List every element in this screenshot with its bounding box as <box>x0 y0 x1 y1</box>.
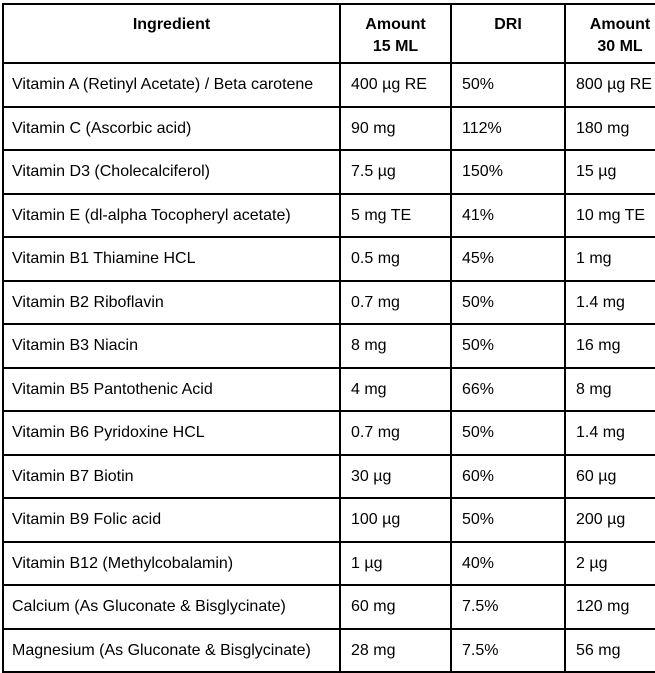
amount-30ml-cell: 2 µg <box>564 540 655 586</box>
ingredient-cell: Vitamin E (dl-alpha Tocopheryl acetate) <box>2 192 341 238</box>
amount-15ml-cell: 60 mg <box>339 584 452 630</box>
amount-30ml-cell: 56 mg <box>564 627 655 673</box>
ingredient-cell: Vitamin B3 Niacin <box>2 323 341 369</box>
amount-15ml-cell: 0.7 mg <box>339 410 452 456</box>
ingredient-cell: Vitamin B2 Riboflavin <box>2 279 341 325</box>
amount-30ml-cell: 1.4 mg <box>564 279 655 325</box>
dri-cell: 50% <box>450 497 566 543</box>
dri-cell: 45% <box>450 236 566 282</box>
table-row: Vitamin B12 (Methylcobalamin) 1 µg 40% 2… <box>2 540 655 586</box>
dri-cell: 7.5% <box>450 627 566 673</box>
ingredient-cell: Vitamin B9 Folic acid <box>2 497 341 543</box>
ingredient-cell: Vitamin B5 Pantothenic Acid <box>2 366 341 412</box>
dri-cell: 7.5% <box>450 584 566 630</box>
amount-30ml-cell: 800 µg RE <box>564 62 655 108</box>
dri-cell: 66% <box>450 366 566 412</box>
amount-30ml-cell: 200 µg <box>564 497 655 543</box>
amount-30ml-cell: 180 mg <box>564 105 655 151</box>
table-row: Vitamin B3 Niacin 8 mg 50% 16 mg <box>2 323 655 369</box>
amount-30ml-cell: 10 mg TE <box>564 192 655 238</box>
table-row: Vitamin B7 Biotin 30 µg 60% 60 µg <box>2 453 655 499</box>
dri-cell: 40% <box>450 540 566 586</box>
amount-15ml-cell: 0.5 mg <box>339 236 452 282</box>
ingredient-cell: Vitamin B6 Pyridoxine HCL <box>2 410 341 456</box>
dri-cell: 50% <box>450 62 566 108</box>
table-row: Vitamin D3 (Cholecalciferol) 7.5 µg 150%… <box>2 149 655 195</box>
column-header-ingredient: Ingredient <box>2 3 341 64</box>
table-row: Magnesium (As Gluconate & Bisglycinate) … <box>2 627 655 673</box>
amount-15ml-cell: 1 µg <box>339 540 452 586</box>
ingredient-cell: Vitamin B12 (Methylcobalamin) <box>2 540 341 586</box>
amount-30ml-cell: 15 µg <box>564 149 655 195</box>
table-row: Vitamin B1 Thiamine HCL 0.5 mg 45% 1 mg <box>2 236 655 282</box>
ingredient-cell: Vitamin D3 (Cholecalciferol) <box>2 149 341 195</box>
amount-15ml-cell: 5 mg TE <box>339 192 452 238</box>
table-row: Vitamin E (dl-alpha Tocopheryl acetate) … <box>2 192 655 238</box>
column-header-amount-15ml: Amount 15 ML <box>339 3 452 64</box>
amount-15ml-cell: 30 µg <box>339 453 452 499</box>
ingredient-cell: Vitamin C (Ascorbic acid) <box>2 105 341 151</box>
table-row: Vitamin C (Ascorbic acid) 90 mg 112% 180… <box>2 105 655 151</box>
column-header-dri: DRI <box>450 3 566 64</box>
amount-15ml-cell: 100 µg <box>339 497 452 543</box>
dri-cell: 41% <box>450 192 566 238</box>
dri-cell: 60% <box>450 453 566 499</box>
amount-30ml-cell: 1 mg <box>564 236 655 282</box>
ingredient-cell: Calcium (As Gluconate & Bisglycinate) <box>2 584 341 630</box>
table-row: Vitamin B2 Riboflavin 0.7 mg 50% 1.4 mg <box>2 279 655 325</box>
table-row: Calcium (As Gluconate & Bisglycinate) 60… <box>2 584 655 630</box>
amount-30ml-cell: 120 mg <box>564 584 655 630</box>
header-row: Ingredient Amount 15 ML DRI Amount 30 ML <box>2 3 655 64</box>
table-row: Vitamin B9 Folic acid 100 µg 50% 200 µg <box>2 497 655 543</box>
table-row: Vitamin B6 Pyridoxine HCL 0.7 mg 50% 1.4… <box>2 410 655 456</box>
amount-15ml-cell: 0.7 mg <box>339 279 452 325</box>
ingredient-cell: Magnesium (As Gluconate & Bisglycinate) <box>2 627 341 673</box>
amount-30ml-cell: 16 mg <box>564 323 655 369</box>
dri-cell: 50% <box>450 410 566 456</box>
amount-30ml-cell: 1.4 mg <box>564 410 655 456</box>
ingredient-cell: Vitamin B7 Biotin <box>2 453 341 499</box>
ingredient-cell: Vitamin B1 Thiamine HCL <box>2 236 341 282</box>
table-row: Vitamin A (Retinyl Acetate) / Beta carot… <box>2 62 655 108</box>
supplement-facts-table: Ingredient Amount 15 ML DRI Amount 30 ML… <box>2 3 655 673</box>
amount-15ml-cell: 28 mg <box>339 627 452 673</box>
amount-15ml-cell: 7.5 µg <box>339 149 452 195</box>
amount-15ml-cell: 90 mg <box>339 105 452 151</box>
table-row: Vitamin B5 Pantothenic Acid 4 mg 66% 8 m… <box>2 366 655 412</box>
dri-cell: 112% <box>450 105 566 151</box>
column-header-amount-30ml: Amount 30 ML <box>564 3 655 64</box>
amount-30ml-cell: 8 mg <box>564 366 655 412</box>
dri-cell: 50% <box>450 279 566 325</box>
amount-15ml-cell: 4 mg <box>339 366 452 412</box>
amount-15ml-cell: 400 µg RE <box>339 62 452 108</box>
amount-30ml-cell: 60 µg <box>564 453 655 499</box>
amount-15ml-cell: 8 mg <box>339 323 452 369</box>
dri-cell: 50% <box>450 323 566 369</box>
ingredient-cell: Vitamin A (Retinyl Acetate) / Beta carot… <box>2 62 341 108</box>
dri-cell: 150% <box>450 149 566 195</box>
